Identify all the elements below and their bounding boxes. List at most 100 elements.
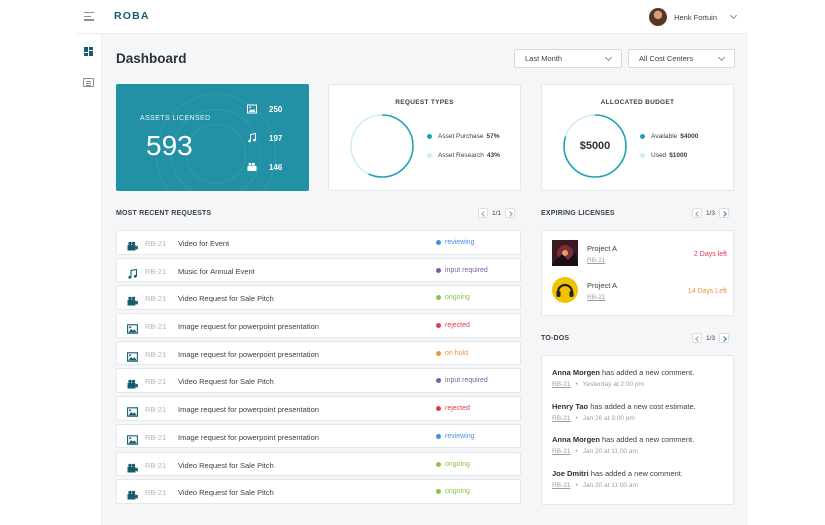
request-id: RB-21 [145, 322, 167, 332]
video-camera-icon [127, 238, 138, 251]
legend-value: 57% [486, 133, 500, 140]
todo-item[interactable]: Anna Morgen has added a new comment. RB-2… [552, 435, 730, 455]
todo-text: Henry Tao has added a new cost estimate. [552, 402, 730, 411]
hamburger-menu-icon[interactable] [84, 12, 94, 21]
license-name: Project A [587, 244, 618, 253]
legend-dot [427, 134, 432, 139]
prev-page-button[interactable] [692, 208, 702, 218]
status-dot [436, 489, 441, 495]
todo-id-link[interactable]: RB-21 [552, 381, 571, 388]
license-item[interactable]: Project A RB-21 14 Days Left [552, 277, 727, 305]
todos-card: Anna Morgen has added a new comment. RB-2… [541, 355, 734, 505]
todo-author: Joe Dmitri [552, 468, 589, 478]
stat-value: 197 [269, 133, 283, 143]
legend-item: Asset Purchase 57% [427, 133, 500, 140]
request-id: RB-21 [145, 405, 167, 415]
cost-center-select[interactable]: All Cost Centers [628, 49, 735, 68]
next-page-button[interactable] [719, 208, 730, 218]
todo-time: Jan 20 at 11:00 am [582, 448, 638, 455]
todo-text: Anna Morgen has added a new comment. [552, 435, 730, 444]
status-dot [436, 323, 441, 329]
request-row[interactable]: RB-21 Image request for powerpoint presen… [116, 340, 521, 366]
request-row[interactable]: RB-21 Image request for powerpoint presen… [116, 423, 521, 449]
album-thumbnail [552, 240, 578, 266]
status-label: reviewing [445, 432, 475, 440]
video-camera-icon [247, 162, 257, 171]
donut-segment [350, 114, 414, 178]
request-row[interactable]: RB-21 Video Request for Sale Pitch ongoing [116, 479, 521, 504]
todo-message: has added a new cost estimate. [590, 401, 696, 411]
next-page-button[interactable] [719, 333, 730, 343]
request-row[interactable]: RB-21 Video Request for Sale Pitch ongoing [116, 451, 521, 476]
license-id-link[interactable]: RB-21 [587, 294, 606, 301]
license-name: Project A [587, 281, 618, 290]
request-row[interactable]: RB-21 Image request for powerpoint presen… [116, 396, 521, 421]
avatar [649, 8, 668, 26]
prev-page-button[interactable] [478, 208, 488, 218]
status-label: reviewing [445, 239, 475, 246]
chevron-down-icon [717, 53, 726, 62]
request-id: RB-21 [145, 266, 167, 276]
allocated-budget-card: ALLOCATED BUDGET $5000 Available $4000 U… [541, 84, 734, 191]
assets-licensed-card: ASSETS LICENSED 593 250 197 146 [116, 84, 309, 191]
todo-time: Jan 26 at 3:00 pm [582, 414, 635, 422]
status-dot [436, 406, 441, 412]
request-title: Image request for powerpoint presentatio… [178, 349, 319, 359]
request-row[interactable]: RB-21 Image request for powerpoint presen… [116, 313, 521, 338]
image-icon [247, 104, 257, 114]
music-note-icon [248, 133, 256, 143]
request-types-donut [350, 114, 414, 178]
todo-item[interactable]: Joe Dmitri has added a new comment. RB-21… [552, 469, 730, 489]
request-title: Video Request for Sale Pitch [178, 294, 274, 304]
license-item[interactable]: Project A RB-21 2 Days left [552, 240, 727, 268]
todo-item[interactable]: Henry Tao has added a new cost estimate.… [552, 402, 730, 422]
legend-item: Available $4000 [640, 133, 698, 140]
todo-id-link[interactable]: RB-21 [552, 448, 571, 455]
status-badge: reviewing [436, 433, 475, 440]
status-dot [436, 433, 441, 439]
status-badge: ongoing [436, 294, 470, 301]
todo-id-link[interactable]: RB-21 [552, 414, 571, 422]
next-page-button[interactable] [505, 208, 516, 218]
expiring-licenses-title: EXPIRING LICENSES [541, 210, 615, 217]
todo-message: has added a new comment. [602, 368, 695, 377]
recent-requests-list: RB-21 Video for Event reviewing RB-21 Music … [116, 230, 521, 507]
status-label: rejected [445, 322, 470, 330]
status-badge: on hold [436, 350, 468, 357]
request-id: RB-21 [145, 239, 167, 248]
app-logo[interactable]: ROBA [114, 10, 150, 22]
pager-text: 1/3 [706, 334, 716, 342]
video-camera-icon [127, 487, 138, 500]
sidebar-item-documents[interactable] [76, 72, 102, 92]
status-dot [436, 378, 441, 384]
request-title: Video Request for Sale Pitch [178, 460, 274, 470]
stat-music: 197 [247, 132, 282, 144]
sidebar-item-dashboard[interactable] [76, 42, 103, 62]
prev-page-button[interactable] [692, 333, 702, 343]
status-dot [436, 461, 441, 467]
status-label: input required [445, 266, 488, 274]
request-title: Video Request for Sale Pitch [178, 488, 274, 498]
stat-images: 250 [247, 103, 282, 115]
license-id-link[interactable]: RB-21 [587, 257, 606, 264]
request-row[interactable]: RB-21 Video Request for Sale Pitch input r… [116, 368, 521, 393]
budget-total: $5000 [579, 140, 611, 152]
todo-time: Jan 20 at 11:00 am [582, 481, 638, 489]
headphones-thumbnail [552, 277, 578, 303]
todo-item[interactable]: Anna Morgen has added a new comment. RB-2… [552, 368, 730, 388]
todo-text: Anna Morgen has added a new comment. [552, 368, 730, 377]
request-row[interactable]: RB-21 Video for Event reviewing [116, 230, 521, 255]
status-label: input required [445, 377, 488, 385]
music-note-icon [127, 266, 138, 279]
todo-id-link[interactable]: RB-21 [552, 481, 571, 489]
legend-value: $1000 [669, 152, 688, 159]
user-menu[interactable]: Henk Fortuin [649, 7, 738, 27]
decor-ring [171, 109, 261, 191]
legend-value: $4000 [680, 133, 699, 140]
request-row[interactable]: RB-21 Video Request for Sale Pitch ongoing [116, 285, 521, 310]
pager-text: 1/1 [492, 209, 502, 217]
expiring-pager: 1/3 [692, 208, 730, 218]
card-title: ALLOCATED BUDGET [600, 99, 675, 106]
period-select[interactable]: Last Month [514, 49, 622, 68]
request-row[interactable]: RB-21 Music for Annual Event input require… [116, 257, 521, 283]
